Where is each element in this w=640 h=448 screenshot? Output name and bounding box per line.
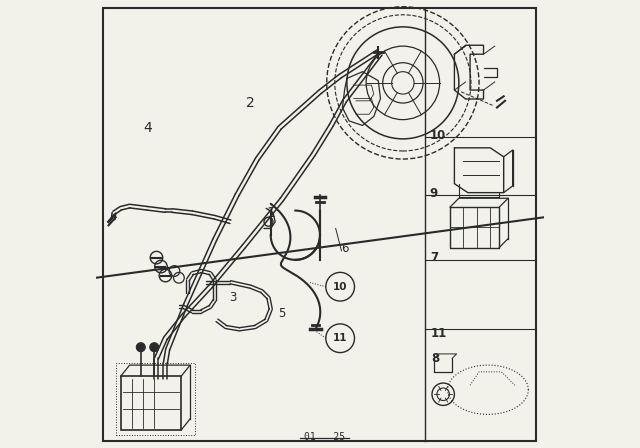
Bar (121, 376, 181, 430)
Text: 7: 7 (430, 251, 438, 264)
Text: 11: 11 (431, 327, 447, 340)
Text: 4: 4 (143, 121, 152, 135)
Text: 01   25: 01 25 (304, 432, 345, 442)
Circle shape (150, 343, 159, 352)
Text: 5: 5 (278, 307, 285, 320)
Bar (116, 363, 195, 435)
Text: 3: 3 (229, 291, 236, 305)
Text: 6: 6 (341, 242, 348, 255)
Text: 2: 2 (246, 96, 255, 110)
Text: 11: 11 (333, 333, 348, 343)
Text: 10: 10 (430, 129, 446, 142)
Text: 1: 1 (266, 206, 275, 220)
Text: 9: 9 (430, 187, 438, 200)
Circle shape (136, 343, 145, 352)
Text: 10: 10 (333, 282, 348, 292)
Text: 8: 8 (431, 352, 439, 365)
